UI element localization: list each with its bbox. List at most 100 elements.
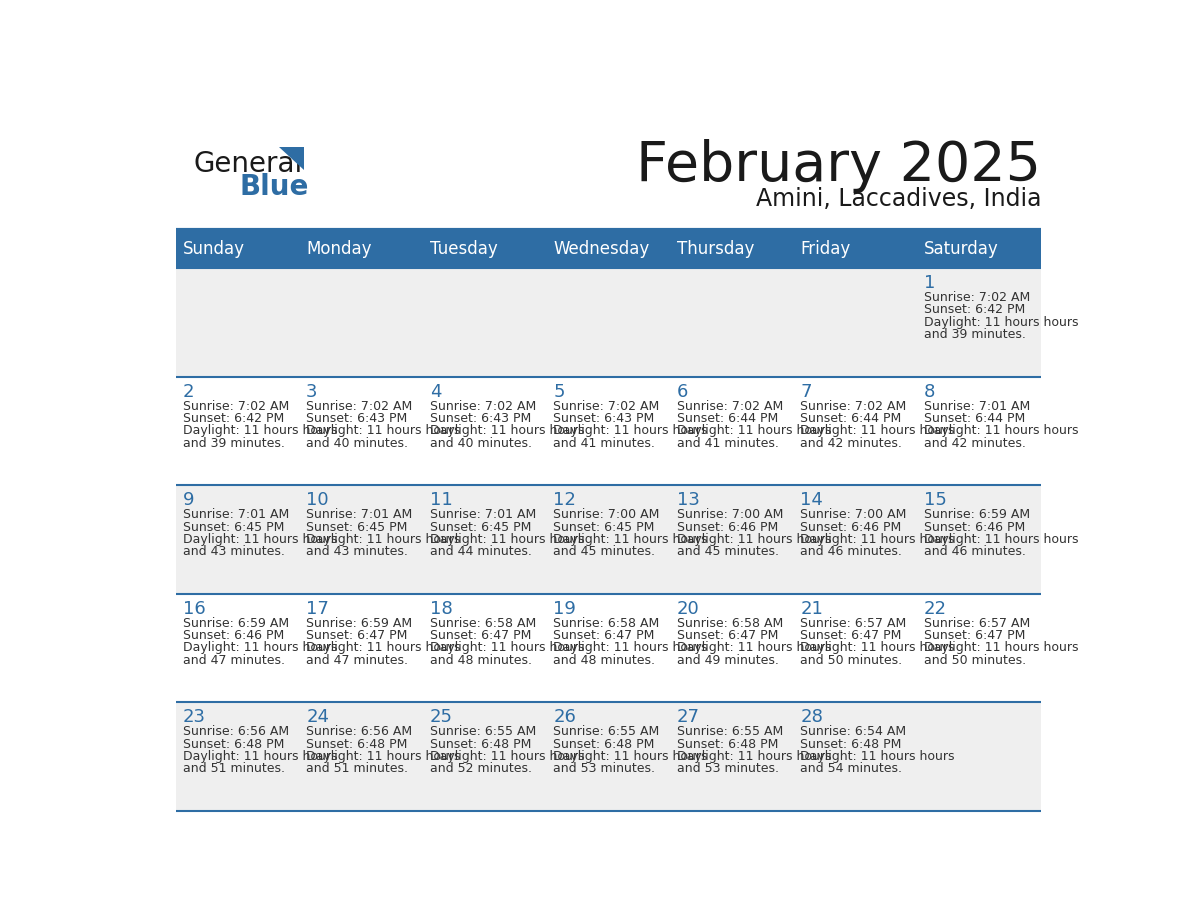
Text: and 43 minutes.: and 43 minutes. [307,545,407,558]
Text: Daylight: 11 hours hours: Daylight: 11 hours hours [554,532,708,546]
Text: Sunset: 6:48 PM: Sunset: 6:48 PM [554,738,655,751]
Text: 25: 25 [430,709,453,726]
FancyBboxPatch shape [176,376,1042,485]
Text: 15: 15 [924,491,947,509]
Text: 28: 28 [801,709,823,726]
Text: and 47 minutes.: and 47 minutes. [183,654,285,666]
Text: Blue: Blue [240,174,309,201]
Text: and 53 minutes.: and 53 minutes. [677,762,779,776]
Text: Sunrise: 7:01 AM: Sunrise: 7:01 AM [307,509,412,521]
Text: Daylight: 11 hours hours: Daylight: 11 hours hours [801,424,955,437]
Text: Sunrise: 6:55 AM: Sunrise: 6:55 AM [554,725,659,738]
Text: and 48 minutes.: and 48 minutes. [554,654,656,666]
Text: Sunrise: 6:58 AM: Sunrise: 6:58 AM [430,617,536,630]
Text: Sunrise: 6:56 AM: Sunrise: 6:56 AM [183,725,289,738]
Text: Sunrise: 7:02 AM: Sunrise: 7:02 AM [801,399,906,413]
FancyBboxPatch shape [176,594,1042,702]
Text: Sunset: 6:44 PM: Sunset: 6:44 PM [677,412,778,425]
FancyBboxPatch shape [176,230,1042,268]
Text: Sunrise: 7:01 AM: Sunrise: 7:01 AM [183,509,289,521]
Text: Sunset: 6:45 PM: Sunset: 6:45 PM [183,521,284,533]
Text: 2: 2 [183,383,194,401]
Text: Daylight: 11 hours hours: Daylight: 11 hours hours [430,750,584,763]
Text: 6: 6 [677,383,688,401]
Text: 3: 3 [307,383,317,401]
Text: and 43 minutes.: and 43 minutes. [183,545,284,558]
Text: Sunrise: 6:58 AM: Sunrise: 6:58 AM [677,617,783,630]
Text: Sunset: 6:43 PM: Sunset: 6:43 PM [307,412,407,425]
Polygon shape [279,147,303,170]
Text: and 39 minutes.: and 39 minutes. [183,437,284,450]
Text: Sunrise: 6:57 AM: Sunrise: 6:57 AM [924,617,1030,630]
Text: and 45 minutes.: and 45 minutes. [554,545,656,558]
Text: Sunrise: 6:57 AM: Sunrise: 6:57 AM [801,617,906,630]
Text: Daylight: 11 hours hours: Daylight: 11 hours hours [554,424,708,437]
Text: and 49 minutes.: and 49 minutes. [677,654,778,666]
Text: Sunset: 6:45 PM: Sunset: 6:45 PM [307,521,407,533]
Text: Sunset: 6:48 PM: Sunset: 6:48 PM [307,738,407,751]
Text: Sunrise: 6:59 AM: Sunrise: 6:59 AM [183,617,289,630]
Text: and 50 minutes.: and 50 minutes. [801,654,903,666]
Text: Daylight: 11 hours hours: Daylight: 11 hours hours [307,750,461,763]
Text: and 42 minutes.: and 42 minutes. [924,437,1025,450]
Text: Daylight: 11 hours hours: Daylight: 11 hours hours [924,424,1079,437]
Text: 9: 9 [183,491,194,509]
Text: and 39 minutes.: and 39 minutes. [924,328,1025,341]
Text: Sunrise: 7:02 AM: Sunrise: 7:02 AM [430,399,536,413]
FancyBboxPatch shape [176,702,1042,811]
Text: Daylight: 11 hours hours: Daylight: 11 hours hours [183,532,337,546]
Text: 14: 14 [801,491,823,509]
Text: Daylight: 11 hours hours: Daylight: 11 hours hours [924,532,1079,546]
Text: Daylight: 11 hours hours: Daylight: 11 hours hours [677,642,832,655]
Text: Saturday: Saturday [924,240,999,258]
Text: Sunset: 6:47 PM: Sunset: 6:47 PM [801,629,902,642]
Text: and 44 minutes.: and 44 minutes. [430,545,531,558]
Text: Daylight: 11 hours hours: Daylight: 11 hours hours [307,532,461,546]
Text: Sunset: 6:47 PM: Sunset: 6:47 PM [307,629,407,642]
Text: Sunset: 6:45 PM: Sunset: 6:45 PM [430,521,531,533]
Text: Daylight: 11 hours hours: Daylight: 11 hours hours [430,532,584,546]
Text: Daylight: 11 hours hours: Daylight: 11 hours hours [183,750,337,763]
Text: 11: 11 [430,491,453,509]
Text: 22: 22 [924,599,947,618]
Text: Sunset: 6:43 PM: Sunset: 6:43 PM [554,412,655,425]
Text: Sunset: 6:44 PM: Sunset: 6:44 PM [924,412,1025,425]
Text: and 45 minutes.: and 45 minutes. [677,545,779,558]
Text: Friday: Friday [801,240,851,258]
Text: Thursday: Thursday [677,240,754,258]
Text: 10: 10 [307,491,329,509]
Text: Sunrise: 7:00 AM: Sunrise: 7:00 AM [677,509,783,521]
Text: Daylight: 11 hours hours: Daylight: 11 hours hours [307,642,461,655]
Text: Sunrise: 7:02 AM: Sunrise: 7:02 AM [554,399,659,413]
Text: Sunrise: 7:00 AM: Sunrise: 7:00 AM [554,509,659,521]
Text: Daylight: 11 hours hours: Daylight: 11 hours hours [801,642,955,655]
Text: Sunrise: 6:55 AM: Sunrise: 6:55 AM [430,725,536,738]
Text: Daylight: 11 hours hours: Daylight: 11 hours hours [307,424,461,437]
Text: Sunset: 6:46 PM: Sunset: 6:46 PM [924,521,1025,533]
Text: Sunday: Sunday [183,240,245,258]
Text: Daylight: 11 hours hours: Daylight: 11 hours hours [677,424,832,437]
FancyBboxPatch shape [176,485,1042,594]
Text: Sunset: 6:46 PM: Sunset: 6:46 PM [183,629,284,642]
Text: 20: 20 [677,599,700,618]
Text: Sunrise: 7:02 AM: Sunrise: 7:02 AM [183,399,289,413]
Text: and 51 minutes.: and 51 minutes. [307,762,409,776]
Text: Daylight: 11 hours hours: Daylight: 11 hours hours [677,532,832,546]
Text: Amini, Laccadives, India: Amini, Laccadives, India [756,187,1042,211]
Text: 19: 19 [554,599,576,618]
Text: 7: 7 [801,383,811,401]
FancyBboxPatch shape [176,268,1042,376]
Text: 12: 12 [554,491,576,509]
Text: and 41 minutes.: and 41 minutes. [677,437,778,450]
Text: and 46 minutes.: and 46 minutes. [924,545,1025,558]
Text: Sunrise: 7:02 AM: Sunrise: 7:02 AM [307,399,412,413]
Text: 18: 18 [430,599,453,618]
Text: Sunrise: 6:59 AM: Sunrise: 6:59 AM [924,509,1030,521]
Text: Sunset: 6:45 PM: Sunset: 6:45 PM [554,521,655,533]
Text: Sunset: 6:46 PM: Sunset: 6:46 PM [677,521,778,533]
Text: Sunset: 6:43 PM: Sunset: 6:43 PM [430,412,531,425]
Text: Sunrise: 6:59 AM: Sunrise: 6:59 AM [307,617,412,630]
Text: and 47 minutes.: and 47 minutes. [307,654,409,666]
Text: and 51 minutes.: and 51 minutes. [183,762,285,776]
Text: Sunset: 6:47 PM: Sunset: 6:47 PM [924,629,1025,642]
